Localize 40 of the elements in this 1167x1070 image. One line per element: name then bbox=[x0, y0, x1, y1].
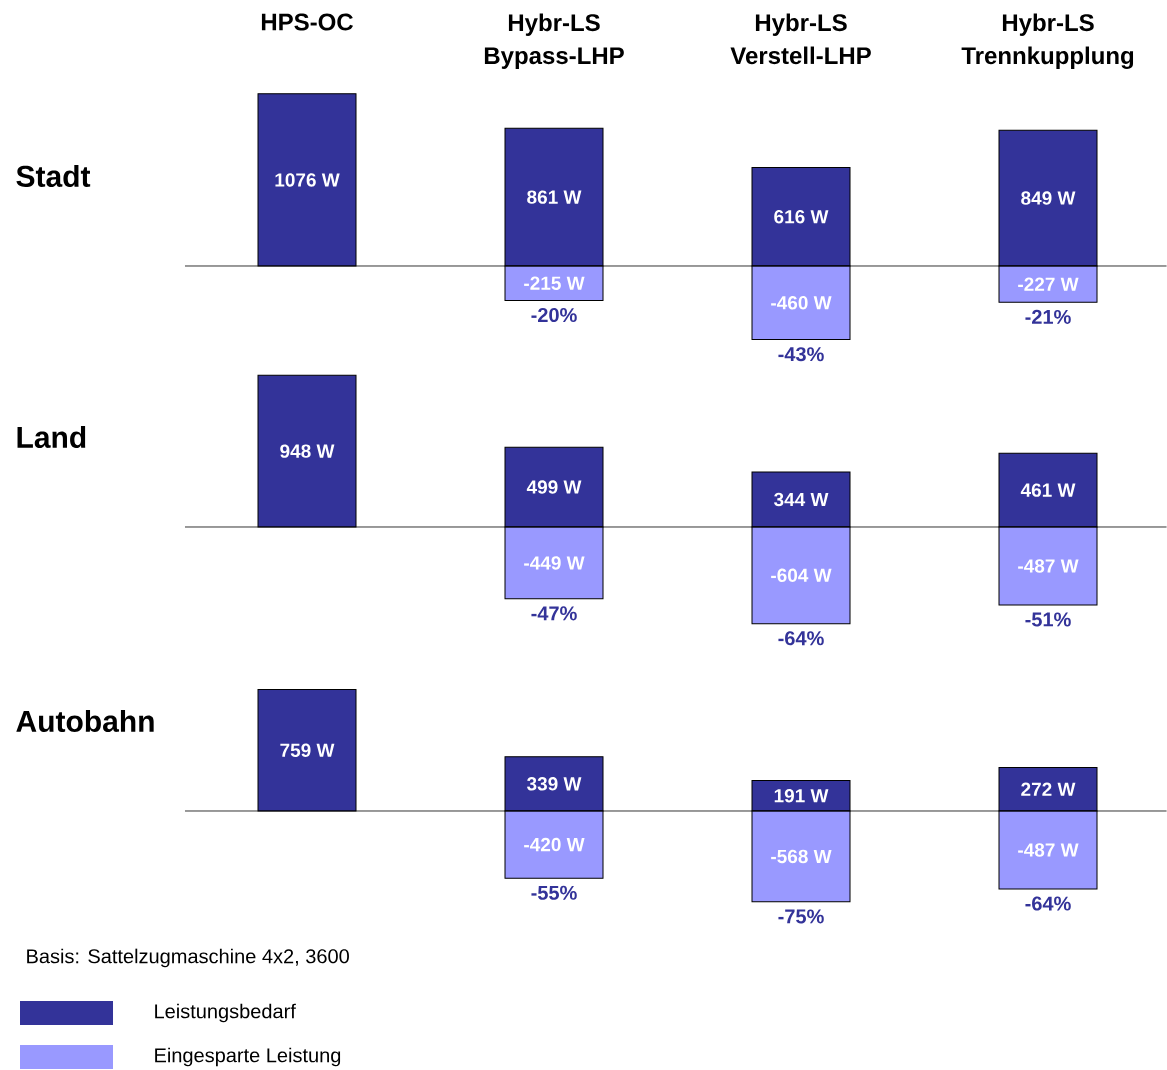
data-label: -487 W bbox=[1018, 559, 1079, 573]
annotation: -64% bbox=[1025, 896, 1071, 911]
data-label: 948 W bbox=[280, 444, 335, 458]
annotation: -20% bbox=[531, 307, 577, 323]
data-label: 759 W bbox=[280, 743, 335, 757]
data-label: -227 W bbox=[1018, 277, 1079, 291]
data-label: -604 W bbox=[771, 568, 832, 583]
x-tick-label: Hybr-LS Verstell-LHP bbox=[730, 13, 871, 65]
annotation: -21% bbox=[1025, 309, 1071, 324]
x-tick-label: Hybr-LS Trennkupplung bbox=[961, 13, 1134, 69]
data-label: -487 W bbox=[1018, 843, 1079, 857]
annotation: -55% bbox=[531, 885, 577, 900]
annotation: -64% bbox=[778, 631, 824, 646]
data-label: 461 W bbox=[1020, 483, 1076, 497]
data-label: -420 W bbox=[524, 837, 585, 852]
data-label: 191 W bbox=[774, 788, 829, 803]
data-label: -460 W bbox=[771, 296, 832, 310]
data-label: 849 W bbox=[1021, 191, 1076, 205]
annotation: -51% bbox=[1025, 612, 1071, 627]
data-label: 272 W bbox=[1021, 782, 1076, 796]
data-label: -215 W bbox=[524, 276, 585, 290]
data-label: 499 W bbox=[526, 480, 582, 494]
annotation: -47% bbox=[531, 606, 577, 621]
data-label: 339 W bbox=[526, 777, 582, 791]
text: Stadt bbox=[16, 164, 91, 188]
data-label: 616 W bbox=[774, 209, 829, 224]
data-label: 1076 W bbox=[275, 173, 340, 187]
text: Autobahn bbox=[16, 709, 154, 733]
data-label: 344 W bbox=[773, 492, 829, 507]
annotation: -75% bbox=[778, 909, 824, 924]
data-label: -568 W bbox=[771, 849, 832, 864]
x-tick-label: HPS-OC bbox=[261, 13, 354, 31]
legend-label: Leistungsbedarf bbox=[155, 1003, 296, 1023]
legend-label: Eingesparte Leistung bbox=[155, 1047, 341, 1067]
annotation: -43% bbox=[778, 347, 824, 362]
data-label: -449 W bbox=[524, 556, 585, 570]
text: Land bbox=[17, 425, 86, 449]
text: Basis: Sattelzugmaschine 4x2, 3600 bbox=[27, 948, 349, 968]
x-tick-label: Hybr-LS Bypass-LHP bbox=[484, 13, 624, 69]
data-label: 861 W bbox=[527, 190, 582, 204]
